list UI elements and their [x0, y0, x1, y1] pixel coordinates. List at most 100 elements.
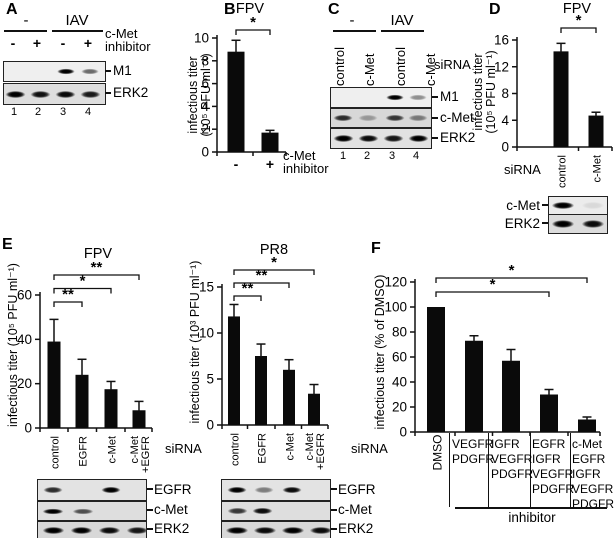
- column-divider: [530, 433, 532, 507]
- chart-d-fpv: 0 4 8 12 16 * control c-Met: [494, 12, 613, 188]
- protein-band: [27, 89, 53, 99]
- y-tick-label: 40: [392, 375, 407, 390]
- chart-f-ylabel: infectious titer (% of DMSO): [373, 274, 387, 430]
- panel-a-group-mock-underline: [4, 30, 47, 32]
- bar: [255, 356, 267, 425]
- protein-band: [77, 89, 103, 99]
- panel-a-group-iav: IAV: [65, 12, 89, 29]
- y-tick-label: 40: [17, 332, 32, 347]
- y-tick-label: 16: [494, 33, 509, 48]
- y-tick-label: 2: [201, 122, 209, 137]
- significance-bracket: [435, 277, 588, 283]
- protein-band: [549, 219, 577, 229]
- x-tick-label: -: [234, 156, 239, 172]
- panel-a-group-iav-underline: [52, 30, 103, 32]
- x-tick-label: c-Met: [129, 436, 141, 464]
- column-divider: [570, 433, 572, 507]
- band-tick: [542, 204, 548, 206]
- lane-sign: -: [60, 35, 66, 51]
- band-label-erk2: ERK2: [154, 521, 190, 536]
- bar: [227, 51, 245, 152]
- protein-band: [307, 525, 330, 536]
- protein-band: [405, 134, 431, 143]
- blot-e-pr8-cmet: [221, 501, 331, 521]
- y-tick-label: 15: [199, 280, 214, 295]
- blot-c-cmet: [330, 108, 432, 128]
- band-tick: [147, 488, 153, 490]
- band-tick: [147, 509, 153, 511]
- bar: [228, 316, 240, 425]
- panel-e-pr8-sirna-label: siRNA: [351, 441, 388, 456]
- significance-star: *: [576, 12, 582, 29]
- panel-a-group-mock: -: [23, 12, 29, 29]
- protein-band: [39, 526, 67, 535]
- chart-b-title: FPV: [235, 1, 265, 17]
- y-tick-label: 4: [501, 113, 509, 128]
- band-tick: [542, 222, 548, 224]
- bar: [104, 389, 118, 428]
- significance-star: **: [256, 267, 268, 284]
- protein-band: [225, 486, 249, 494]
- protein-band: [123, 526, 146, 535]
- band-label-egfr: EGFR: [338, 482, 376, 497]
- y-tick-label: 0: [501, 140, 509, 155]
- significance-bracket: [233, 295, 262, 301]
- blot-c-erk2: [330, 128, 432, 149]
- protein-band: [70, 507, 96, 515]
- significance-bracket: [53, 274, 140, 280]
- blot-d-cmet: [548, 196, 608, 215]
- protein-band: [356, 114, 380, 122]
- bar: [47, 341, 61, 428]
- significance-star: **: [242, 280, 254, 297]
- protein-band: [380, 134, 406, 143]
- y-tick-label: 0: [201, 145, 209, 160]
- bar: [540, 394, 558, 432]
- bar: [578, 419, 596, 432]
- protein-band: [224, 507, 250, 515]
- blot-e-pr8-egfr: [221, 479, 331, 501]
- lane-sign: -: [10, 35, 16, 51]
- x-tick-label: +: [266, 156, 274, 172]
- lane-sign: +: [83, 35, 93, 51]
- lane-number: 4: [84, 106, 92, 118]
- band-tick: [105, 70, 111, 72]
- bar: [502, 360, 520, 432]
- sirna-lane-label: control: [393, 46, 408, 86]
- x-tick-label: +EGFR: [315, 433, 327, 470]
- band-label-cmet: c-Met: [506, 198, 540, 213]
- blot-a-erk2: [3, 83, 106, 105]
- x-tick-label: c-Met: [285, 433, 297, 461]
- inhibitor-column: IGFR VEGFR PDGFR: [491, 437, 533, 481]
- lane-number: 3: [59, 106, 67, 118]
- panel-c-group-mock: -: [349, 12, 355, 29]
- sirna-lane-label: c-Met: [362, 53, 377, 87]
- panel-c-label: C: [328, 1, 340, 18]
- chart-b-xunit: c-Met inhibitor: [283, 148, 329, 176]
- panel-e-fpv-sirna-label: siRNA: [165, 441, 202, 456]
- protein-band: [252, 486, 276, 494]
- y-tick-label: 0: [24, 421, 32, 436]
- band-tick: [105, 92, 111, 94]
- band-label-cmet: c-Met: [338, 502, 372, 517]
- x-tick-label: control: [50, 436, 62, 469]
- x-tick-label: +EGFR: [140, 436, 152, 473]
- band-tick: [147, 528, 153, 530]
- protein-band: [251, 525, 279, 536]
- protein-band: [549, 201, 577, 210]
- band-label-erk2: ERK2: [113, 85, 149, 100]
- panel-c-group-iav-underline: [381, 30, 424, 32]
- blot-e-fpv-cmet: [37, 501, 147, 521]
- bar: [261, 132, 279, 152]
- inhibitor-column: c-Met EGFR IGFR VEGFR PDGFR: [572, 437, 614, 511]
- bar: [553, 51, 569, 147]
- significance-bracket: [235, 29, 271, 35]
- protein-band: [579, 219, 607, 229]
- panel-c-group-iav: IAV: [390, 12, 414, 29]
- lane-number: 3: [388, 150, 396, 162]
- bar: [308, 393, 320, 425]
- protein-band: [249, 507, 275, 515]
- inhibitor-group-label: inhibitor: [508, 510, 556, 525]
- protein-band: [95, 526, 123, 535]
- band-label-egfr: EGFR: [154, 482, 192, 497]
- y-tick-label: 10: [194, 31, 209, 46]
